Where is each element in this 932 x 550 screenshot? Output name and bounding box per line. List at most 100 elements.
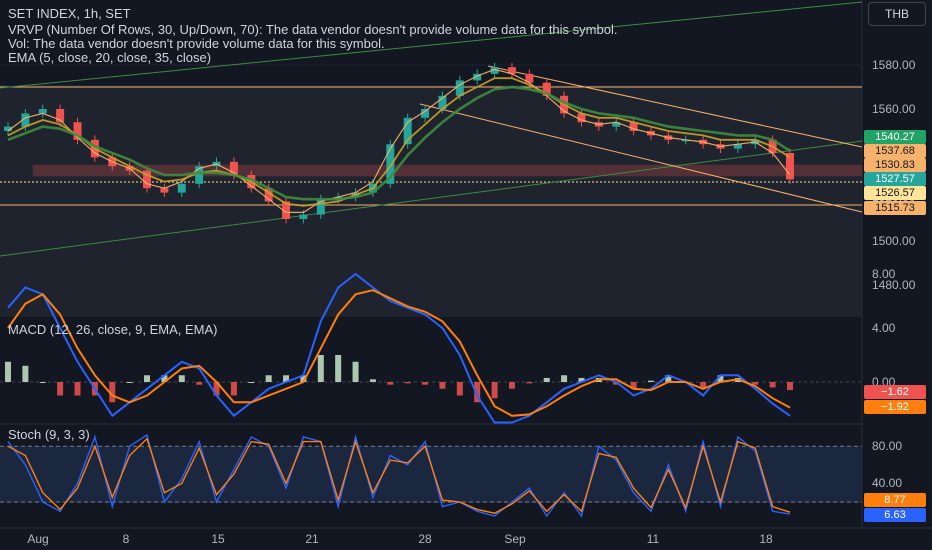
macd-line [7, 272, 791, 424]
ema-legend: EMA (5, close, 20, close, 35, close) [8, 50, 212, 65]
macd-histogram-bar [508, 382, 515, 389]
candle-body [733, 144, 742, 149]
candle-body [612, 122, 621, 127]
candle-body [73, 122, 82, 140]
date-axis-label: 21 [305, 532, 319, 546]
price-tag: 1526.57 [864, 186, 926, 200]
macd-histogram-bar [474, 382, 481, 403]
macd-histogram-bar [665, 375, 672, 382]
candle-body [542, 82, 551, 96]
candle-body [525, 73, 534, 83]
candle-body [177, 183, 186, 193]
symbol-title[interactable]: SET INDEX, 1h, SET [8, 6, 131, 21]
candle-body [56, 109, 65, 123]
macd-histogram-bar [39, 382, 46, 383]
macd-histogram-bar [22, 365, 29, 382]
date-axis-label: Sep [504, 532, 526, 546]
date-axis-label: 8 [122, 532, 130, 546]
date-axis-label: Aug [27, 532, 49, 546]
macd-histogram-bar [230, 382, 237, 396]
candle-body [577, 113, 586, 123]
candle-body [403, 117, 412, 145]
vol-legend: Vol: The data vendor doesn't provide vol… [8, 36, 385, 51]
ema-line [7, 68, 791, 213]
price-axis-label: 1500.00 [872, 234, 916, 248]
price-axis-label: 1580.00 [872, 58, 916, 72]
macd-histogram-bar [630, 382, 637, 389]
date-axis-label: 11 [646, 532, 660, 546]
macd-histogram-bar [543, 377, 550, 382]
stoch-axis-label: 80.00 [872, 439, 903, 454]
stoch-line [7, 437, 791, 514]
macd-histogram-bar [561, 375, 568, 382]
candle-body [455, 80, 464, 96]
macd-histogram-bar [491, 382, 498, 399]
macd-histogram-bar [109, 382, 116, 403]
candle-body [4, 126, 12, 131]
macd-histogram-bar [335, 355, 342, 382]
macd-histogram-bar [265, 375, 272, 382]
currency-button[interactable]: THB [868, 2, 926, 26]
macd-histogram-bar [248, 382, 255, 383]
macd-histogram-bar [161, 375, 168, 382]
macd-histogram-bar [144, 375, 151, 382]
price-axis-label: 1480.00 [872, 278, 916, 292]
candle-body [38, 109, 47, 114]
price-tag: 1530.83 [864, 158, 926, 172]
vrvp-legend: VRVP (Number Of Rows, 30, Up/Down, 70): … [8, 22, 618, 37]
macd-histogram-bar [456, 382, 463, 396]
candle-body [21, 113, 30, 127]
macd-histogram-bar [57, 382, 64, 396]
candle-body [629, 122, 638, 131]
candle-body [143, 170, 152, 189]
candle-body [507, 67, 516, 74]
macd-histogram-bar [752, 382, 759, 385]
candle-body [316, 199, 325, 215]
price-tag: 1527.57 [864, 172, 926, 186]
macd-histogram-bar [283, 375, 290, 382]
price-tag: 1540.27 [864, 130, 926, 144]
macd-value-tag: −1.92 [864, 400, 926, 414]
macd-histogram-bar [387, 382, 394, 385]
macd-histogram-bar [300, 375, 307, 382]
candle-body [160, 188, 169, 193]
channel-upper [0, 1, 863, 89]
ema-line [7, 85, 791, 201]
channel-lower [0, 140, 863, 257]
macd-histogram-bar [74, 382, 81, 396]
macd-histogram-bar [647, 380, 654, 382]
candle-body [786, 153, 794, 180]
candle-body [681, 139, 690, 142]
stoch-value-tag: 8.77 [864, 493, 926, 507]
macd-histogram-bar [178, 375, 185, 382]
macd-axis-label: 8.00 [872, 267, 896, 281]
candle-body [195, 166, 204, 184]
macd-histogram-bar [404, 382, 411, 384]
ema-line [7, 77, 791, 207]
candle-body [421, 109, 430, 118]
macd-title: MACD (12, 26, close, 9, EMA, EMA) [8, 322, 218, 337]
candle-body [473, 73, 482, 81]
stoch-axis-label: 40.00 [872, 476, 903, 491]
macd-histogram-bar [369, 379, 376, 382]
candle-body [229, 161, 238, 175]
macd-value-tag: −1.62 [864, 385, 926, 399]
price-axis-label: 1560.00 [872, 102, 916, 116]
downtrend-lower [419, 103, 863, 213]
price-tag: 1537.68 [864, 144, 926, 158]
macd-histogram-bar [526, 382, 533, 384]
macd-histogram-bar [422, 382, 429, 385]
macd-histogram-bar [5, 361, 11, 382]
price-tag: 1515.73 [864, 201, 926, 215]
candle-body [282, 201, 291, 219]
supply-zone [32, 164, 863, 177]
macd-histogram-bar [787, 382, 793, 391]
candle-body [299, 214, 308, 219]
macd-line [7, 289, 791, 417]
date-axis-label: 28 [418, 532, 432, 546]
macd-histogram-bar [317, 355, 324, 382]
macd-histogram-bar [578, 377, 585, 382]
macd-axis-label: 4.00 [872, 321, 896, 335]
